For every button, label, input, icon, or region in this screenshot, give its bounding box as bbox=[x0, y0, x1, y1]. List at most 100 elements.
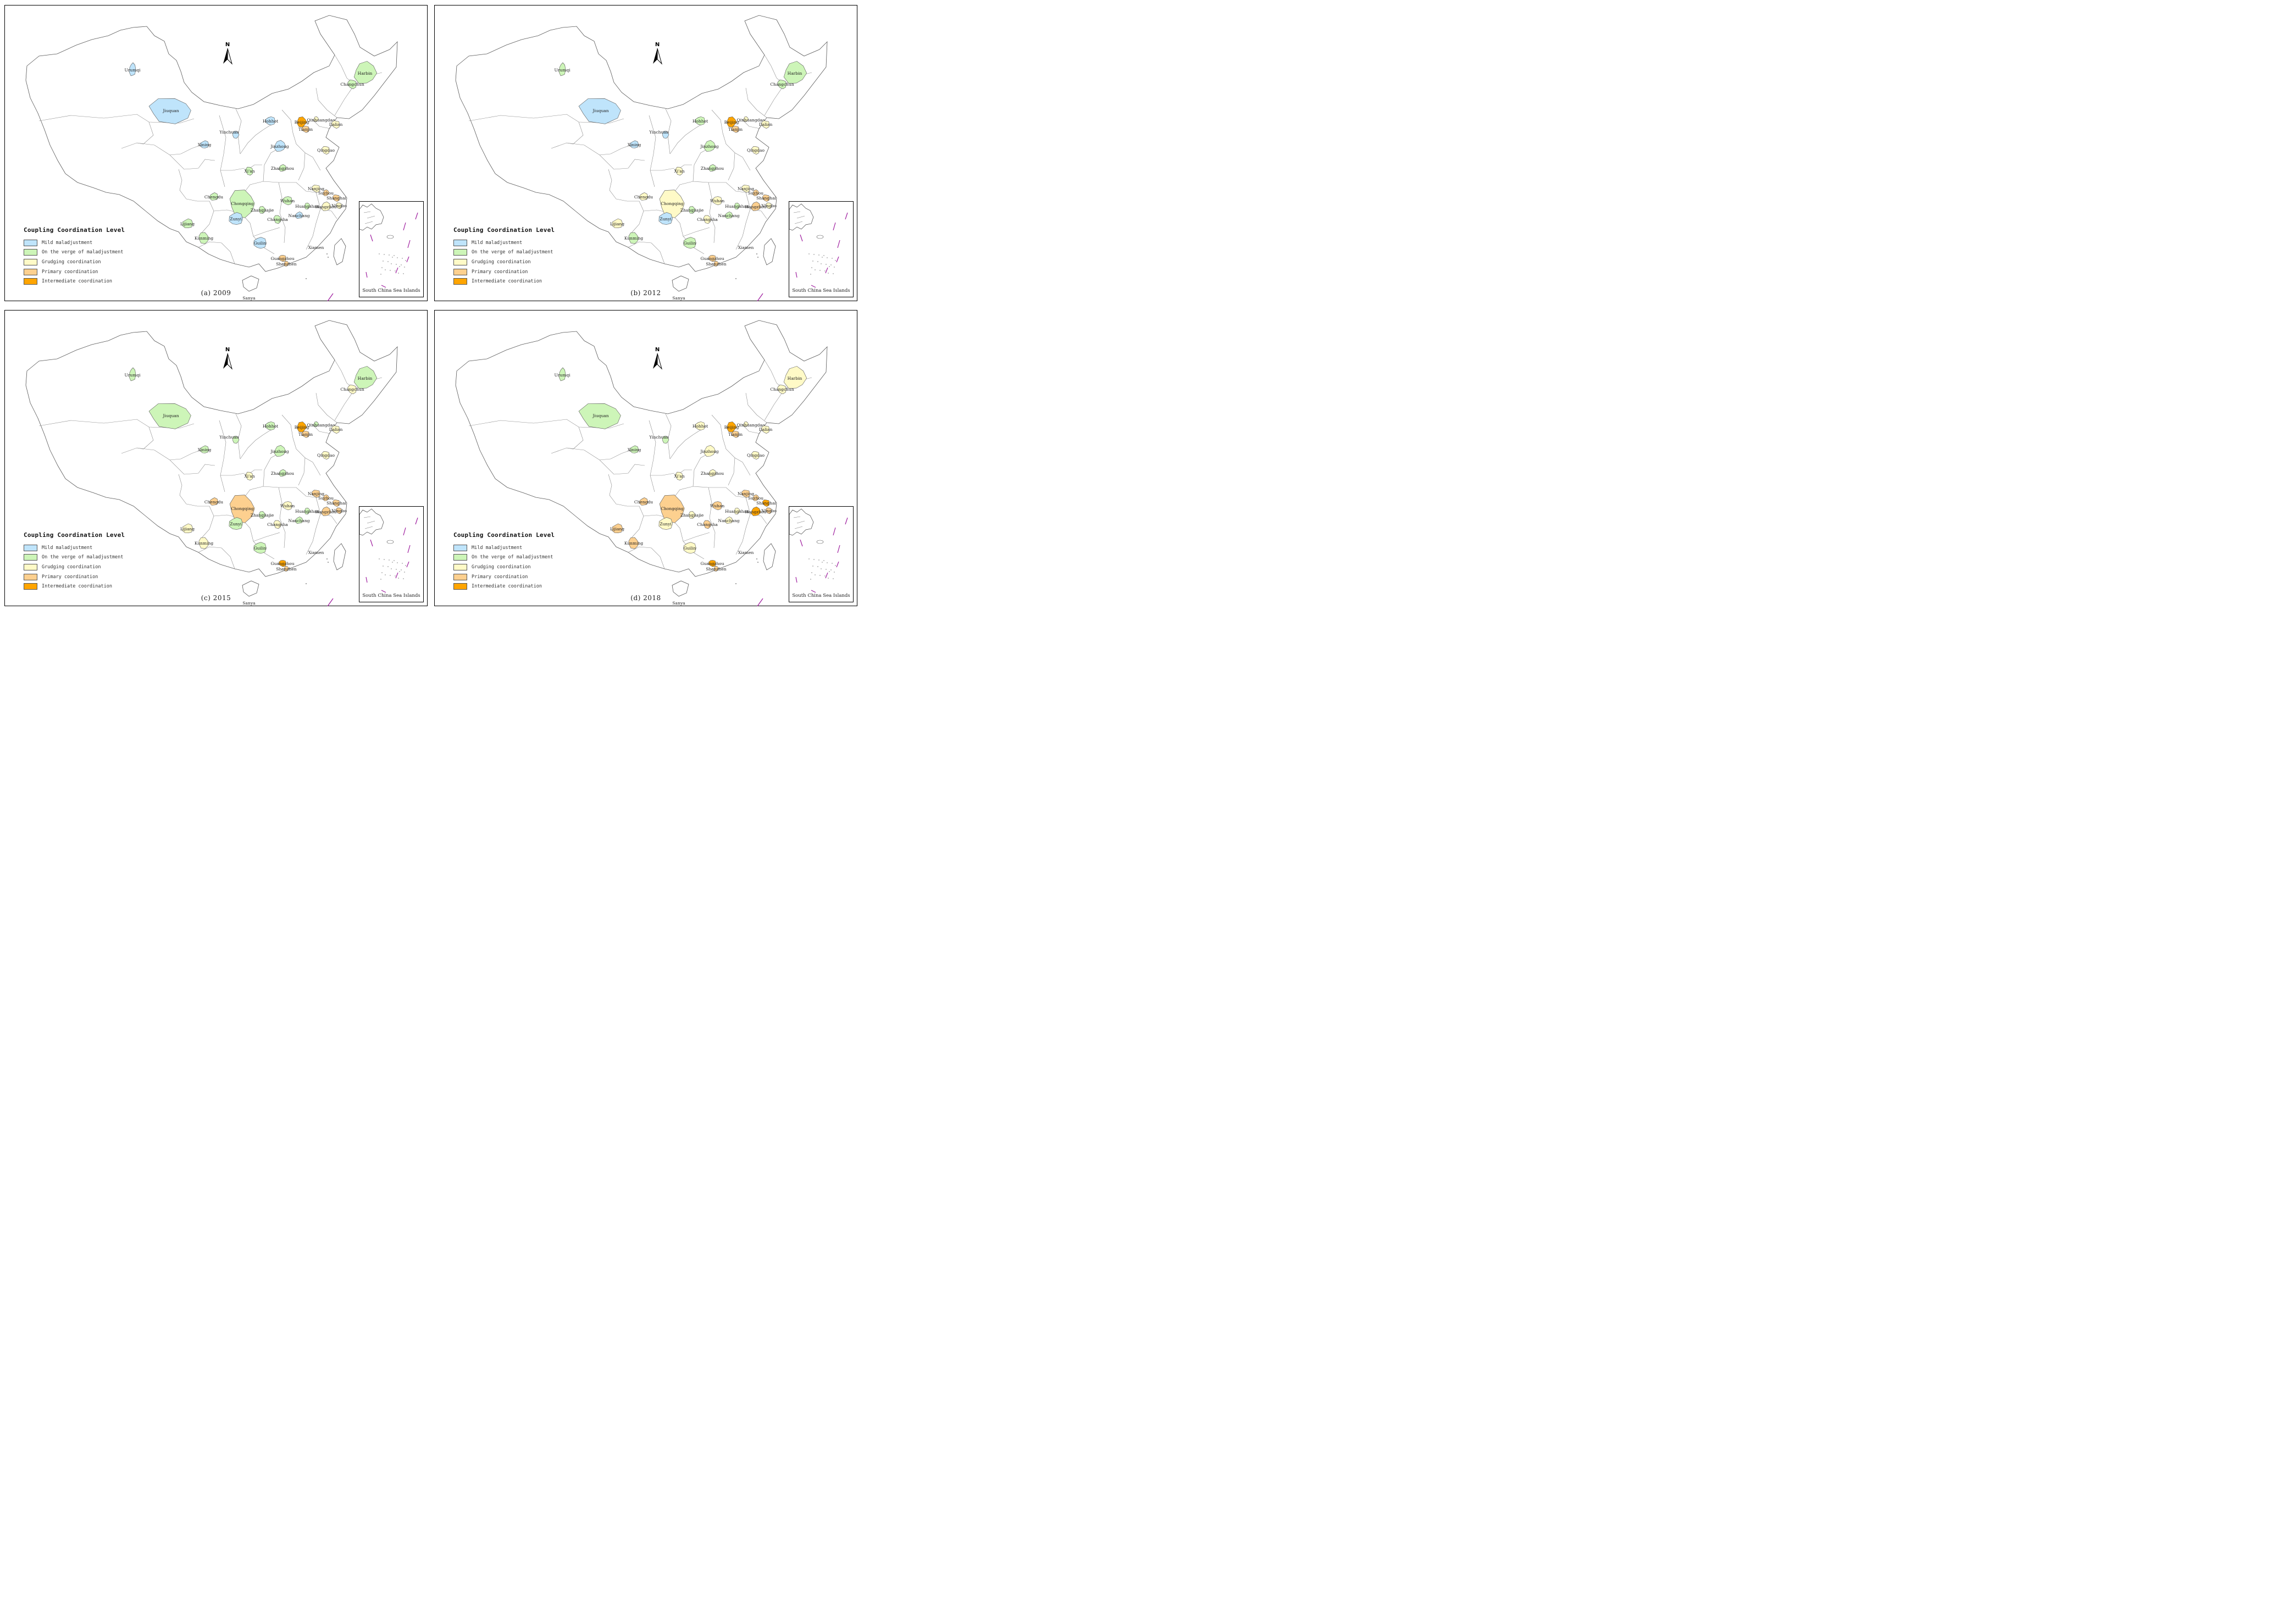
maritime-boundary-dash bbox=[327, 293, 334, 302]
city-label: Guilin bbox=[684, 546, 696, 551]
province-border bbox=[178, 169, 198, 202]
city-region bbox=[725, 211, 733, 219]
legend-title: Coupling Coordination Level bbox=[24, 531, 125, 539]
city-region bbox=[558, 367, 566, 381]
city-region bbox=[253, 542, 267, 554]
province-border bbox=[745, 392, 767, 423]
legend-swatch bbox=[24, 583, 37, 590]
city-label: Hangzhou bbox=[315, 509, 337, 514]
north-arrow-icon bbox=[223, 353, 233, 370]
city-label: Lijiang bbox=[610, 526, 624, 531]
legend-swatch bbox=[453, 554, 467, 561]
legend-item: On the verge of maladjustment bbox=[24, 553, 125, 563]
city-label: Huangshan bbox=[295, 509, 319, 514]
city-label: Harbin bbox=[358, 71, 373, 76]
city-label: Xining bbox=[628, 142, 641, 147]
city-region bbox=[659, 495, 685, 523]
city-region bbox=[313, 116, 319, 122]
city-region bbox=[708, 560, 716, 567]
city-label: Zhangzhou bbox=[701, 166, 724, 171]
island-dot bbox=[328, 562, 329, 563]
legend-item: Mild maladjustment bbox=[453, 238, 555, 248]
province-border bbox=[240, 121, 276, 154]
city-region bbox=[762, 194, 769, 202]
city-label: Nanjing bbox=[308, 491, 324, 496]
city-label: Jinzhong bbox=[270, 449, 289, 454]
city-label: Shanghai bbox=[756, 501, 776, 506]
city-region bbox=[659, 190, 685, 218]
taiwan-island bbox=[333, 543, 346, 570]
city-region bbox=[347, 385, 357, 395]
city-label: Xining bbox=[198, 447, 212, 452]
city-region bbox=[743, 421, 749, 427]
city-region bbox=[762, 499, 769, 507]
city-region bbox=[751, 146, 760, 155]
city-label: Wuhan bbox=[280, 198, 295, 203]
city-label: Suzhou bbox=[318, 191, 334, 196]
city-region bbox=[347, 80, 357, 90]
legend-label: Grudging coordination bbox=[472, 259, 531, 265]
city-label: Xiamen bbox=[308, 550, 324, 555]
city-label: Guangzhou bbox=[700, 256, 724, 261]
city-region bbox=[578, 403, 621, 429]
province-border bbox=[220, 473, 245, 476]
province-border bbox=[311, 423, 331, 434]
city-label: Jinzhong bbox=[700, 449, 718, 454]
city-region bbox=[333, 194, 340, 202]
legend-label: Mild maladjustment bbox=[42, 545, 93, 551]
province-border bbox=[315, 392, 337, 423]
city-region bbox=[200, 140, 209, 148]
city-label: Shanghai bbox=[326, 196, 346, 201]
legend-swatch bbox=[24, 554, 37, 561]
city-label: Kunming bbox=[195, 236, 213, 241]
legend-swatch bbox=[453, 583, 467, 590]
city-region bbox=[777, 80, 787, 90]
city-region bbox=[198, 537, 209, 549]
city-label: Zhangzhou bbox=[271, 471, 294, 476]
province-border bbox=[608, 474, 628, 507]
city-region bbox=[265, 117, 275, 125]
city-region bbox=[708, 255, 716, 262]
city-region bbox=[322, 146, 330, 155]
city-label: Xiamen bbox=[738, 245, 754, 250]
legend-swatch bbox=[453, 268, 467, 275]
south-china-sea-inset: South China Sea Islands bbox=[359, 506, 424, 602]
city-label: Huangshan bbox=[725, 509, 749, 514]
panel-caption: (b) 2012 bbox=[630, 289, 661, 297]
city-region bbox=[741, 490, 750, 498]
city-region bbox=[761, 120, 769, 129]
city-region bbox=[313, 421, 319, 427]
province-border bbox=[311, 118, 331, 129]
city-region bbox=[129, 367, 136, 381]
city-region bbox=[283, 501, 292, 511]
city-label: Ningbo bbox=[331, 203, 347, 208]
legend-swatch bbox=[453, 258, 467, 265]
city-region bbox=[331, 120, 340, 129]
city-region bbox=[683, 237, 696, 249]
province-border bbox=[315, 87, 337, 118]
city-region bbox=[295, 211, 303, 219]
island-dot bbox=[735, 583, 736, 584]
city-label: Jinzhong bbox=[700, 144, 718, 149]
city-region bbox=[732, 431, 739, 438]
legend-swatch bbox=[24, 249, 37, 256]
city-region bbox=[323, 189, 330, 196]
legend-item: Mild maladjustment bbox=[24, 543, 125, 553]
city-label: Hohhot bbox=[693, 424, 708, 429]
city-label: Jiuquan bbox=[592, 413, 608, 418]
province-border bbox=[219, 420, 226, 492]
city-region bbox=[628, 537, 639, 549]
map-panel: Urumqi Jiuquan Xining Yinchuan Hohhot Beijing… bbox=[434, 310, 857, 607]
city-label: Wuhan bbox=[280, 503, 295, 508]
china-map: Urumqi Jiuquan Xining Yinchuan Hohhot Beijing… bbox=[455, 15, 828, 302]
city-region bbox=[148, 98, 191, 124]
north-arrow: N bbox=[651, 347, 664, 370]
island-dot bbox=[756, 253, 757, 254]
inset-label: South China Sea Islands bbox=[792, 288, 850, 293]
city-label: Yinchuan bbox=[649, 435, 668, 440]
city-region bbox=[658, 517, 673, 530]
city-label: Dalian bbox=[759, 122, 773, 127]
province-border bbox=[178, 474, 198, 507]
city-label: Xiamen bbox=[738, 550, 754, 555]
city-region bbox=[245, 167, 253, 176]
